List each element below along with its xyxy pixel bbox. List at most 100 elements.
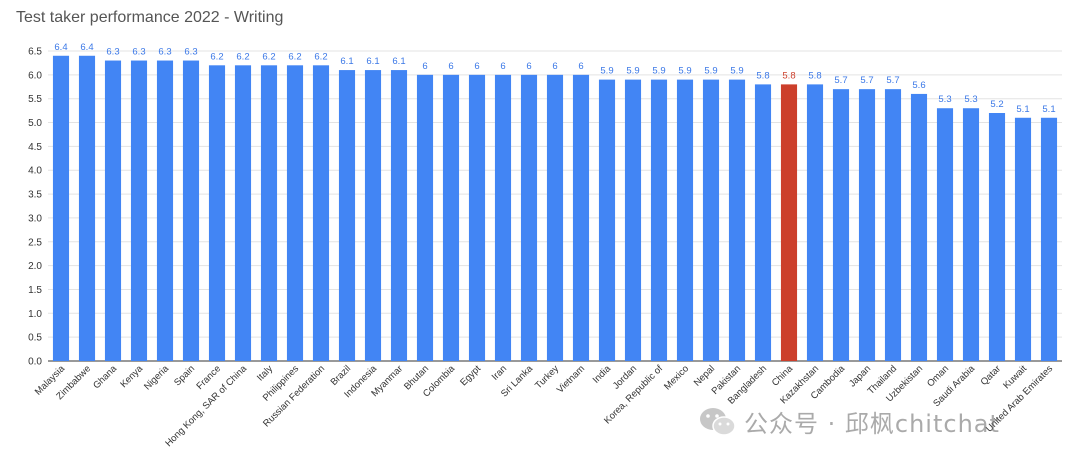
bar-pakistan [728,79,746,361]
data-label: 6 [526,61,531,72]
bar-zimbabwe [78,55,96,362]
bar-france [208,65,226,362]
bar-myanmar [390,70,408,362]
data-label: 5.7 [860,75,873,86]
bar-qatar [988,113,1006,361]
x-tick-label: Italy [255,363,275,383]
bar-malaysia [52,55,70,362]
data-label: 6 [552,61,557,72]
bar-nepal [702,79,720,361]
wechat-icon [700,407,736,436]
data-label: 6.3 [184,47,197,58]
bar-sri-lanka [520,74,538,361]
data-label: 5.7 [886,75,899,86]
bar-kazakhstan [806,84,824,361]
x-tick-label: Mexico [662,363,691,392]
data-label: 6.1 [392,56,405,67]
x-tick-label: Ghana [91,363,119,391]
watermark-text: 公众号 · 邱枫chitchat [744,410,1000,438]
y-tick-label: 0.0 [28,357,42,368]
data-label: 6.4 [54,42,67,53]
data-label: 5.9 [600,66,613,77]
bar-kenya [130,60,148,362]
data-label: 5.8 [782,70,795,81]
data-label: 5.1 [1042,104,1055,115]
data-label: 5.9 [626,66,639,77]
bar-turkey [546,74,564,361]
y-tick-label: 3.0 [28,213,42,224]
bar-iran [494,74,512,361]
data-label: 6.3 [132,47,145,58]
data-label: 6 [448,61,453,72]
watermark: 公众号 · 邱枫chitchat [698,404,1000,439]
y-tick-label: 2.0 [28,261,42,272]
bar-russian-federation [312,65,330,362]
x-tick-label: Nigeria [142,363,172,393]
data-label: 6.2 [236,51,249,62]
data-label: 6 [500,61,505,72]
y-tick-label: 5.5 [28,94,42,105]
x-tick-label: Vietnam [555,363,587,395]
data-label: 6.3 [106,47,119,58]
y-tick-label: 3.5 [28,190,42,201]
bar-india [598,79,616,361]
y-tick-label: 1.0 [28,309,42,320]
bar-hong-kong-sar-of-china [234,65,252,362]
data-label: 5.8 [756,70,769,81]
y-tick-label: 6.0 [28,70,42,81]
y-tick-label: 5.0 [28,118,42,129]
y-tick-label: 4.5 [28,142,42,153]
x-tick-label: Egypt [458,363,483,388]
data-label: 5.6 [912,80,925,91]
data-labels: 6.4 6.4 6.3 6.3 6.3 6.3 6.2 6.2 6.2 6.2 6.2 6.1 6.1 6… [54,42,1055,115]
data-label: 6 [578,61,583,72]
data-label: 6.2 [210,51,223,62]
y-tick-label: 6.5 [28,47,42,58]
data-label: 6.4 [80,42,93,53]
x-tick-label: Qatar [979,363,1004,388]
bar-vietnam [572,74,590,361]
x-tick-label: Iran [490,363,509,382]
data-label: 6.1 [340,56,353,67]
x-tick-label: India [591,363,614,386]
data-label: 5.3 [964,94,977,105]
bar-egypt [468,74,486,361]
data-label: 5.9 [678,66,691,77]
data-label: 6 [474,61,479,72]
bars [52,55,1058,362]
y-tick-label: 1.5 [28,285,42,296]
bar-mexico [676,79,694,361]
bar-nigeria [156,60,174,362]
data-label: 6.1 [366,56,379,67]
y-tick-label: 2.5 [28,237,42,248]
y-axis-ticks: 0.0 0.5 1.0 1.5 2.0 2.5 3.0 3.5 4.0 4.5 5.0 5.5 6.0 6… [28,47,42,368]
data-label: 6 [422,61,427,72]
bar-ghana [104,60,122,362]
bar-colombia [442,74,460,361]
data-label: 5.9 [652,66,665,77]
y-tick-label: 4.0 [28,166,42,177]
data-label: 5.7 [834,75,847,86]
data-label: 6.2 [314,51,327,62]
bar-philippines [286,65,304,362]
bar-oman [936,108,954,361]
data-label: 6.3 [158,47,171,58]
bar-china [780,84,798,361]
data-label: 5.2 [990,99,1003,110]
bar-cambodia [832,89,850,362]
bar-brazil [338,70,356,362]
bar-indonesia [364,70,382,362]
data-label: 5.9 [704,66,717,77]
data-label: 6.2 [262,51,275,62]
bar-thailand [884,89,902,362]
bar-united-arab-emirates [1040,117,1058,362]
data-label: 5.8 [808,70,821,81]
data-label: 5.9 [730,66,743,77]
data-label: 6.2 [288,51,301,62]
data-label: 5.1 [1016,104,1029,115]
bar-bhutan [416,74,434,361]
bar-bangladesh [754,84,772,361]
bar-japan [858,89,876,362]
bar-kuwait [1014,117,1032,362]
